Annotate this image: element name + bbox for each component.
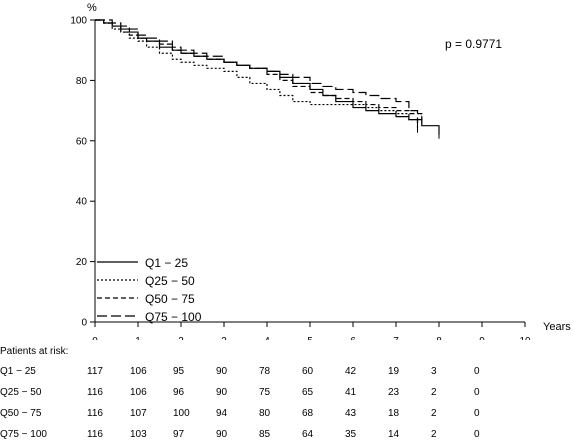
legend-label-2: Q25 − 50: [145, 274, 195, 288]
risk-row-label: Q50 − 75: [0, 408, 42, 419]
risk-cell: 117: [87, 366, 103, 377]
legend-label-4: Q75 − 100: [145, 310, 202, 324]
risk-cell: 43: [345, 408, 357, 419]
x-tick-label: 4: [264, 336, 270, 340]
risk-cell: 103: [130, 429, 147, 440]
risk-cell: 100: [173, 408, 190, 419]
x-tick-label: 5: [307, 336, 313, 340]
x-tick-label: 8: [436, 336, 442, 340]
risk-cell: 42: [345, 366, 357, 377]
risk-cell: 14: [388, 429, 400, 440]
p-value-annotation: p = 0.9771: [445, 37, 502, 51]
risk-cell: 60: [302, 366, 314, 377]
risk-cell: 18: [388, 408, 400, 419]
risk-cell: 116: [87, 387, 103, 398]
y-axis-label: %: [87, 2, 97, 14]
series-line-1: [95, 19, 440, 135]
risk-cell: 75: [259, 387, 271, 398]
y-tick-label: 20: [76, 257, 88, 268]
risk-cell: 0: [474, 429, 480, 440]
x-tick-label: 6: [350, 336, 356, 340]
risk-cell: 95: [173, 366, 185, 377]
legend-label-3: Q50 − 75: [145, 292, 195, 306]
risk-cell: 64: [302, 429, 314, 440]
y-tick-label: 40: [76, 197, 88, 208]
y-tick-label: 0: [81, 318, 87, 329]
risk-cell: 41: [345, 387, 357, 398]
risk-cell: 0: [474, 366, 480, 377]
risk-cell: 97: [173, 429, 185, 440]
risk-cell: 90: [216, 387, 228, 398]
risk-row-label: Q1 − 25: [0, 366, 36, 377]
x-tick-label: 2: [178, 336, 184, 340]
legend-label-1: Q1 − 25: [145, 256, 188, 270]
x-tick-label: 10: [519, 336, 531, 340]
risk-cell: 116: [87, 429, 103, 440]
risk-cell: 116: [87, 408, 103, 419]
risk-cell: 0: [474, 387, 480, 398]
y-tick-label: 100: [70, 16, 87, 27]
legend: Q1 − 25 Q25 − 50 Q50 − 75 Q75 − 100: [97, 256, 202, 324]
risk-cell: 78: [259, 366, 271, 377]
risk-cell: 35: [345, 429, 357, 440]
risk-cell: 107: [130, 408, 147, 419]
risk-row-label: Q75 − 100: [0, 429, 47, 440]
risk-table-title: Patients at risk:: [0, 346, 69, 357]
risk-cell: 94: [216, 408, 228, 419]
risk-cell: 2: [431, 408, 437, 419]
risk-cell: 106: [130, 366, 147, 377]
x-axis-label: Years: [543, 321, 571, 333]
risk-cell: 106: [130, 387, 147, 398]
risk-cell: 23: [388, 387, 400, 398]
series-layer: [95, 19, 440, 139]
risk-cell: 90: [216, 366, 228, 377]
risk-cell: 85: [259, 429, 271, 440]
x-tick-label: 1: [135, 336, 141, 340]
axes: 0 20 40 60 80 100 0 1 2 3 4 5 6 7 8 9 10% Years: [70, 2, 571, 340]
risk-cell: 19: [388, 366, 400, 377]
risk-row-label: Q25 − 50: [0, 387, 42, 398]
risk-cell: 2: [431, 387, 437, 398]
y-tick-label: 60: [76, 136, 88, 147]
series-line-4: [95, 19, 419, 123]
risk-cell: 2: [431, 429, 437, 440]
x-tick-label: 9: [479, 336, 485, 340]
survival-chart: 0 20 40 60 80 100 0 1 2 3 4 5 6 7 8 9 10% Years p = 0.977…: [70, 2, 571, 340]
series-line-2: [95, 19, 419, 129]
risk-cell: 68: [302, 408, 314, 419]
x-tick-label: 3: [221, 336, 227, 340]
x-tick-label: 0: [92, 336, 98, 340]
risk-cell: 90: [216, 429, 228, 440]
risk-cell: 3: [431, 366, 437, 377]
risk-cell: 80: [259, 408, 271, 419]
x-tick-label: 7: [393, 336, 399, 340]
risk-cell: 65: [302, 387, 314, 398]
risk-cell: 0: [474, 408, 480, 419]
risk-cell: 96: [173, 387, 185, 398]
y-tick-label: 80: [76, 76, 88, 87]
